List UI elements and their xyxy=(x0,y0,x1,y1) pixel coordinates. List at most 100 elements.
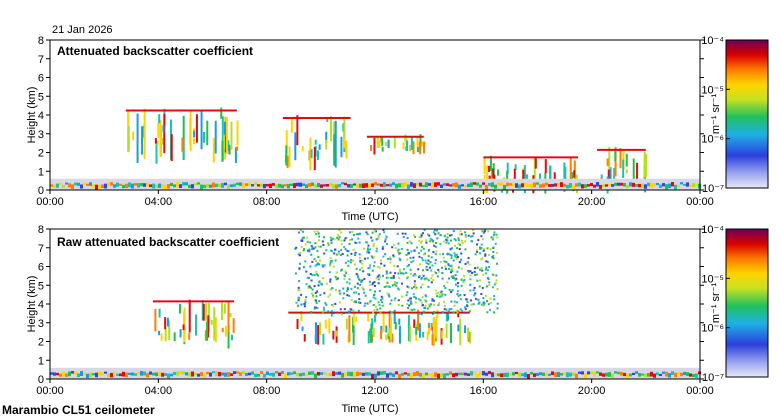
surface-layer-cell xyxy=(356,183,359,188)
cloud-cell xyxy=(213,307,216,341)
noise-cell xyxy=(294,247,297,250)
cloud-cell xyxy=(549,165,552,183)
surface-layer-cell xyxy=(170,182,173,186)
cloud-cell xyxy=(143,108,146,159)
noise-cell xyxy=(438,294,441,297)
noise-cell xyxy=(410,250,413,253)
cloud-cell xyxy=(319,322,322,335)
noise-cell xyxy=(316,290,319,293)
cloud-cell xyxy=(326,117,329,122)
noise-cell xyxy=(297,299,300,302)
noise-cell xyxy=(307,249,310,252)
noise-cell xyxy=(300,229,303,232)
surface-layer-cell xyxy=(410,373,413,379)
noise-cell xyxy=(444,286,447,289)
cloud-cell xyxy=(378,140,381,148)
cloud-cell xyxy=(569,156,572,183)
noise-cell xyxy=(316,250,319,253)
noise-cell xyxy=(314,246,317,249)
noise-cell xyxy=(295,301,298,304)
surface-layer-cell xyxy=(191,184,194,189)
noise-cell xyxy=(373,261,376,264)
noise-cell xyxy=(437,304,440,307)
noise-cell xyxy=(322,265,325,268)
noise-cell xyxy=(294,272,297,275)
noise-cell xyxy=(346,254,349,257)
surface-layer-cell xyxy=(293,183,296,189)
surface-layer-cell xyxy=(287,183,290,189)
surface-layer-cell xyxy=(260,371,263,375)
noise-cell xyxy=(334,259,337,262)
noise-cell xyxy=(452,259,455,262)
noise-cell xyxy=(350,298,353,301)
noise-cell xyxy=(351,238,354,241)
noise-cell xyxy=(340,248,343,251)
surface-layer-cell xyxy=(167,373,170,379)
noise-cell xyxy=(439,291,442,294)
noise-cell xyxy=(427,262,430,265)
y-tick-label: 5 xyxy=(38,91,44,103)
noise-cell xyxy=(340,268,343,271)
noise-cell xyxy=(486,311,489,314)
cloud-cell xyxy=(225,116,228,154)
noise-cell xyxy=(297,296,300,299)
cloud-cell xyxy=(506,162,509,174)
x-tick-label: 12:00 xyxy=(361,196,389,208)
surface-layer-cell xyxy=(251,371,254,375)
noise-cell xyxy=(322,244,325,247)
noise-cell xyxy=(389,258,392,261)
noise-cell xyxy=(488,308,491,311)
noise-cell xyxy=(425,261,428,264)
noise-cell xyxy=(458,248,461,251)
surface-layer-cell xyxy=(332,371,335,377)
surface-layer-cell xyxy=(362,183,365,189)
noise-cell xyxy=(329,257,332,260)
colorbar-tick-label: 10⁻⁵ xyxy=(701,84,724,96)
cloud-cell xyxy=(285,145,288,166)
noise-cell xyxy=(481,229,484,232)
surface-layer-cell xyxy=(59,182,62,186)
surface-layer-cell xyxy=(161,372,164,377)
noise-cell xyxy=(307,286,310,289)
noise-cell xyxy=(352,248,355,251)
cloud-cell xyxy=(384,334,387,341)
cloud-cell xyxy=(489,155,492,171)
noise-cell xyxy=(309,272,312,275)
noise-cell xyxy=(343,239,346,242)
noise-cell xyxy=(473,294,476,297)
noise-cell xyxy=(311,246,314,249)
cloud-cell xyxy=(427,322,430,328)
noise-cell xyxy=(480,247,483,250)
surface-layer-cell xyxy=(638,183,641,188)
noise-cell xyxy=(430,277,433,280)
y-tick-label: 5 xyxy=(38,280,44,292)
surface-layer-cell xyxy=(665,371,668,377)
noise-cell xyxy=(325,303,328,306)
x-tick-label: 00:00 xyxy=(36,196,64,208)
noise-cell xyxy=(445,308,448,311)
noise-cell xyxy=(365,231,368,234)
surface-layer-cell xyxy=(509,373,512,376)
surface-layer-cell xyxy=(137,183,140,188)
noise-cell xyxy=(300,303,303,306)
surface-layer-cell xyxy=(176,371,179,376)
noise-cell xyxy=(413,283,416,286)
noise-cell xyxy=(471,235,474,238)
surface-layer-cell xyxy=(278,372,281,376)
noise-cell xyxy=(340,231,343,234)
noise-cell xyxy=(484,268,487,271)
y-tick-label: 3 xyxy=(38,129,44,141)
cloud-cell xyxy=(538,173,541,180)
cloud-cell xyxy=(301,145,304,152)
cloud-cell xyxy=(325,139,328,150)
noise-cell xyxy=(358,279,361,282)
surface-layer-cell xyxy=(254,182,257,185)
noise-cell xyxy=(390,299,393,302)
cloud-cell xyxy=(154,308,157,332)
cloud-cell xyxy=(141,126,144,155)
noise-cell xyxy=(487,230,490,233)
cloud-cell xyxy=(286,155,289,169)
noise-cell xyxy=(317,284,320,287)
noise-cell xyxy=(414,236,417,239)
